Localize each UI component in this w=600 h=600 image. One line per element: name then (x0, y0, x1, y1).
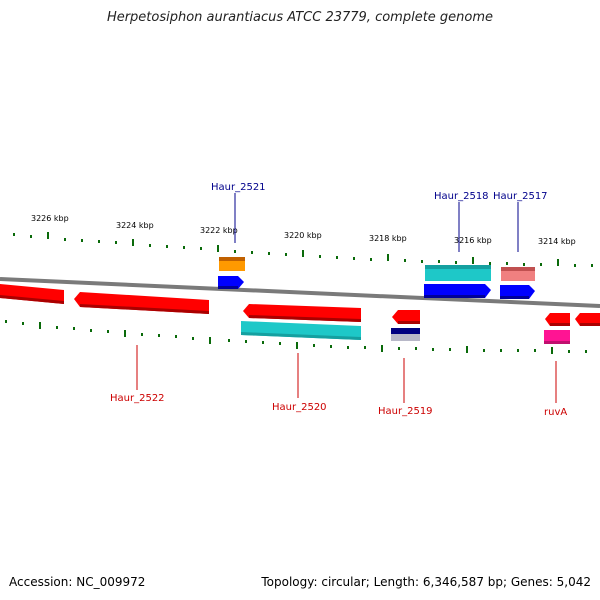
lower-scale (5, 320, 587, 354)
kbp-label: 3218 kbp (369, 234, 407, 243)
feature-haur-2517[interactable] (500, 267, 535, 299)
gene-label-haur-2522[interactable]: Haur_2522 (110, 393, 165, 404)
feature-haur-2520[interactable] (241, 304, 361, 340)
gene-label-haur-2517[interactable]: Haur_2517 (493, 191, 548, 202)
feature-haur-2523[interactable] (0, 284, 64, 304)
genome-summary-text: Topology: circular; Length: 6,346,587 bp… (261, 575, 591, 589)
accession-text: Accession: NC_009972 (9, 575, 146, 589)
kbp-label: 3226 kbp (31, 214, 69, 223)
gene-label-ruva[interactable]: ruvA (544, 407, 567, 418)
kbp-label: 3224 kbp (116, 221, 154, 230)
gene-label-haur-2520[interactable]: Haur_2520 (272, 402, 327, 413)
feature-ruva[interactable] (544, 313, 570, 344)
gene-label-haur-2521[interactable]: Haur_2521 (211, 182, 266, 193)
feature-haur-2518[interactable] (424, 265, 491, 298)
feature-haur-2519[interactable] (391, 310, 420, 341)
gene-label-haur-2518[interactable]: Haur_2518 (434, 191, 489, 202)
feature-haur-2521[interactable] (218, 257, 245, 289)
kbp-label: 3216 kbp (454, 236, 492, 245)
feature-ruvb[interactable] (575, 313, 600, 326)
upper-scale (13, 232, 593, 267)
genome-backbone (0, 277, 600, 308)
kbp-label: 3214 kbp (538, 237, 576, 246)
kbp-label: 3220 kbp (284, 231, 322, 240)
kbp-label: 3222 kbp (200, 226, 238, 235)
gene-label-haur-2519[interactable]: Haur_2519 (378, 406, 433, 417)
feature-haur-2522[interactable] (74, 292, 209, 314)
genome-title: Herpetosiphon aurantiacus ATCC 23779, co… (106, 10, 494, 25)
